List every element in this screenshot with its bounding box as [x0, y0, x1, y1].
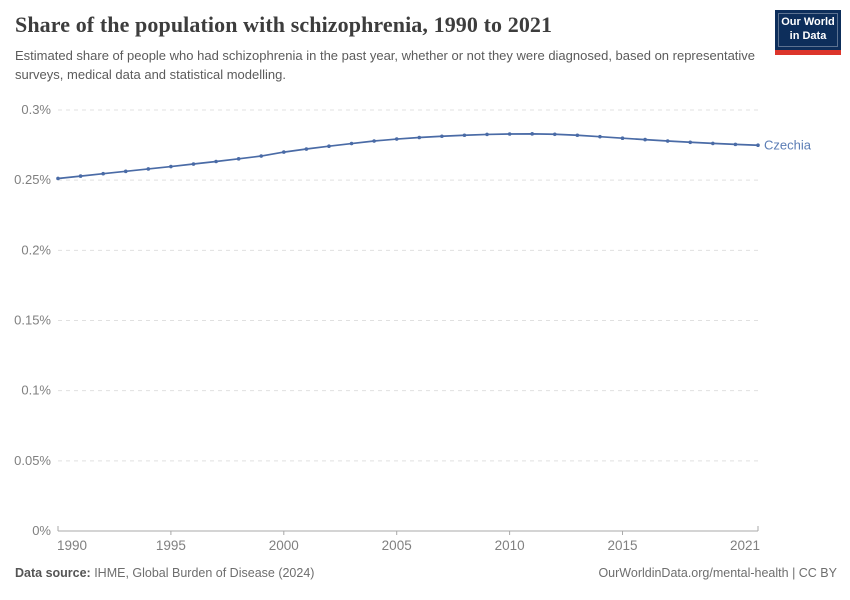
chart-point[interactable]	[372, 139, 376, 143]
chart-point[interactable]	[665, 139, 670, 143]
chart-point[interactable]	[507, 132, 512, 136]
x-tick-label: 2021	[730, 538, 760, 553]
chart-subtitle: Estimated share of people who had schizo…	[15, 48, 756, 83]
chart-point[interactable]	[598, 134, 602, 139]
chart-point[interactable]	[643, 137, 647, 142]
x-tick-label: 1995	[156, 538, 186, 553]
owid-logo-stripe	[775, 50, 841, 55]
x-tick-label: 1990	[57, 538, 87, 553]
chart-point[interactable]	[282, 150, 286, 154]
y-tick-label: 0.2%	[21, 242, 51, 257]
owid-logo-text: Our World in Data	[778, 13, 838, 47]
owid-logo[interactable]: Our World in Data	[775, 10, 841, 55]
chart-point[interactable]	[146, 167, 151, 171]
chart-point[interactable]	[733, 142, 738, 147]
credit-link[interactable]: OurWorldinData.org/mental-health | CC BY	[598, 566, 837, 580]
x-tick-label: 2005	[382, 538, 412, 553]
x-tick-label: 2015	[607, 538, 637, 553]
y-tick-label: 0.1%	[21, 383, 51, 398]
chart-point[interactable]	[169, 164, 173, 169]
y-tick-label: 0%	[32, 523, 51, 538]
chart-point[interactable]	[101, 171, 105, 176]
y-tick-label: 0.25%	[14, 172, 51, 187]
chart-point[interactable]	[688, 140, 693, 145]
chart-point[interactable]	[56, 176, 60, 181]
chart-title: Share of the population with schizophren…	[15, 12, 553, 37]
chart-point[interactable]	[214, 159, 218, 164]
chart-header: Share of the population with schizophren…	[15, 12, 835, 85]
x-tick-label: 2000	[269, 538, 299, 553]
chart-line[interactable]	[57, 133, 759, 180]
chart-point[interactable]	[349, 141, 354, 146]
chart-point[interactable]	[304, 147, 309, 151]
chart-point[interactable]	[462, 133, 467, 138]
chart-point[interactable]	[440, 134, 444, 139]
data-source: Data source: IHME, Global Burden of Dise…	[15, 566, 314, 580]
chart-point[interactable]	[620, 136, 625, 141]
chart-point[interactable]	[417, 135, 422, 140]
chart-point[interactable]	[394, 137, 399, 141]
chart-point[interactable]	[575, 133, 580, 138]
data-source-value: IHME, Global Burden of Disease (2024)	[90, 566, 315, 580]
y-tick-label: 0.3%	[21, 102, 51, 117]
chart-point[interactable]	[78, 174, 83, 178]
chart-point[interactable]	[756, 143, 760, 148]
chart-point[interactable]	[711, 141, 715, 146]
data-source-label: Data source:	[15, 566, 91, 580]
chart-footer: Data source: IHME, Global Burden of Dise…	[15, 566, 837, 580]
chart-point[interactable]	[327, 144, 331, 149]
chart-point[interactable]	[191, 162, 196, 166]
y-tick-label: 0.15%	[14, 313, 51, 328]
chart-point[interactable]	[485, 132, 489, 137]
entity-label[interactable]: Czechia	[764, 138, 812, 153]
chart-point[interactable]	[259, 154, 264, 158]
chart-point[interactable]	[530, 132, 534, 136]
chart-point[interactable]	[123, 169, 128, 174]
chart-point[interactable]	[236, 157, 241, 161]
y-tick-label: 0.05%	[14, 453, 51, 468]
x-tick-label: 2010	[495, 538, 525, 553]
chart-point[interactable]	[552, 132, 557, 137]
